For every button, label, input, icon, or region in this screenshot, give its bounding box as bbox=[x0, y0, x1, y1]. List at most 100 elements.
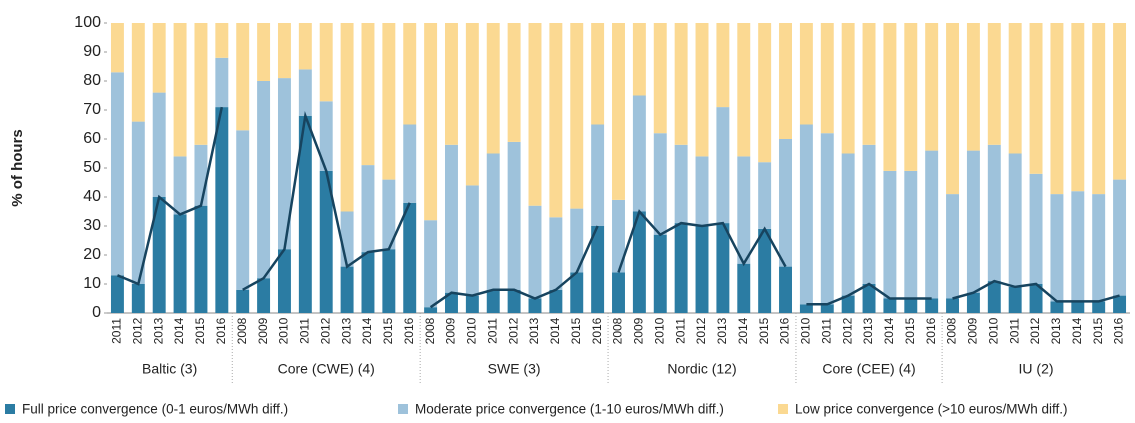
x-tick-label: 2014 bbox=[736, 317, 750, 344]
bar-segment bbox=[695, 23, 709, 157]
bar-segment bbox=[110, 72, 124, 276]
bar-segment bbox=[152, 23, 166, 93]
x-tick-label: 2012 bbox=[694, 317, 708, 344]
y-tick-label: 90 bbox=[83, 43, 101, 60]
bar-segment bbox=[653, 23, 667, 134]
bar-segment bbox=[215, 23, 229, 58]
bar-segment bbox=[465, 185, 479, 296]
y-tick-label: 70 bbox=[83, 101, 101, 118]
bar-segment bbox=[507, 23, 521, 142]
x-tick-label: 2010 bbox=[652, 317, 666, 344]
bar-segment bbox=[779, 266, 792, 313]
x-tick-label: 2013 bbox=[861, 317, 875, 344]
bar-segment bbox=[1029, 23, 1043, 174]
bar-segment bbox=[841, 295, 855, 313]
bar-segment bbox=[1029, 173, 1043, 284]
bar-segment bbox=[820, 304, 834, 313]
x-tick-label: 2015 bbox=[903, 317, 917, 344]
bar-segment bbox=[612, 23, 625, 200]
bar-segment bbox=[987, 281, 1001, 313]
x-tick-label: 2015 bbox=[193, 317, 207, 344]
x-tick-label: 2009 bbox=[632, 317, 646, 344]
x-tick-label: 2010 bbox=[465, 317, 479, 344]
bar-segment bbox=[173, 23, 187, 157]
bar-segment bbox=[883, 23, 897, 171]
bar-segment bbox=[528, 23, 542, 206]
bar-segment bbox=[424, 23, 438, 221]
bar-segment bbox=[946, 23, 960, 195]
bar-segment bbox=[445, 144, 458, 293]
bar-segment bbox=[382, 23, 396, 180]
bar-segment bbox=[340, 266, 354, 313]
bar-segment bbox=[1113, 23, 1127, 180]
y-tick-label: 50 bbox=[83, 159, 101, 176]
bar-segment bbox=[110, 275, 124, 313]
bar-segment bbox=[277, 23, 291, 79]
bar-segment bbox=[799, 304, 813, 313]
bar-segment bbox=[904, 170, 918, 299]
bar-segment bbox=[946, 194, 960, 299]
group-label: Core (CEE) (4) bbox=[822, 361, 915, 377]
bar-segment bbox=[1092, 194, 1106, 302]
bar-segment bbox=[632, 95, 646, 212]
bar-segment bbox=[695, 226, 709, 313]
x-tick-label: 2016 bbox=[924, 317, 938, 344]
bar-segment bbox=[445, 23, 458, 145]
bar-segment bbox=[549, 217, 563, 290]
bar-segment bbox=[1113, 295, 1127, 313]
bar-segment bbox=[340, 23, 354, 212]
x-tick-label: 2010 bbox=[277, 317, 291, 344]
bar-segment bbox=[820, 133, 834, 305]
bar-segment bbox=[298, 115, 312, 313]
bar-segment bbox=[465, 295, 479, 313]
bar-segment bbox=[570, 208, 584, 273]
bar-segment bbox=[716, 107, 730, 224]
bar-segment bbox=[194, 23, 208, 145]
bar-segment bbox=[674, 223, 688, 313]
y-tick-label: 30 bbox=[83, 217, 101, 234]
bar-segment bbox=[424, 307, 438, 313]
bar-segment bbox=[779, 139, 792, 267]
bar-segment bbox=[298, 69, 312, 116]
bar-segment bbox=[486, 23, 500, 154]
bar-segment bbox=[277, 78, 291, 250]
bar-segment bbox=[1092, 23, 1106, 195]
bar-segment bbox=[507, 141, 521, 290]
bar-segment bbox=[758, 23, 772, 163]
bar-segment bbox=[382, 179, 396, 250]
bar-segment bbox=[403, 202, 417, 313]
bar-segment bbox=[966, 23, 980, 151]
bar-segment bbox=[653, 234, 667, 313]
x-tick-label: 2015 bbox=[569, 317, 583, 344]
bar-segment bbox=[591, 226, 605, 313]
bar-segment bbox=[632, 211, 646, 313]
bar-segment bbox=[862, 144, 876, 284]
group-label: Baltic (3) bbox=[142, 361, 197, 377]
bar-segment bbox=[570, 23, 584, 209]
convergence-line bbox=[429, 225, 599, 309]
y-tick-label: 40 bbox=[83, 188, 101, 205]
bar-segment bbox=[236, 289, 250, 313]
bar-segment bbox=[1008, 153, 1022, 287]
bar-segment bbox=[987, 144, 1001, 282]
bar-segment bbox=[173, 156, 187, 215]
x-tick-label: 2011 bbox=[110, 318, 124, 344]
bar-segment bbox=[737, 156, 751, 264]
bar-segment bbox=[925, 298, 939, 313]
bar-segment bbox=[403, 23, 417, 125]
bar-segment bbox=[904, 23, 918, 171]
bar-segment bbox=[257, 23, 271, 81]
bar-segment bbox=[236, 23, 250, 131]
x-tick-label: 2008 bbox=[423, 317, 437, 344]
x-tick-label: 2013 bbox=[715, 317, 729, 344]
bar-segment bbox=[737, 23, 751, 157]
bar-segment bbox=[319, 101, 333, 171]
x-tick-label: 2009 bbox=[966, 317, 980, 344]
bar-segment bbox=[716, 223, 730, 313]
bar-segment bbox=[1050, 301, 1064, 313]
x-tick-label: 2016 bbox=[590, 317, 604, 344]
bar-segment bbox=[1071, 301, 1085, 313]
group-label: Core (CWE) (4) bbox=[278, 361, 375, 377]
convergence-line bbox=[116, 106, 224, 286]
bar-segment bbox=[632, 23, 646, 96]
